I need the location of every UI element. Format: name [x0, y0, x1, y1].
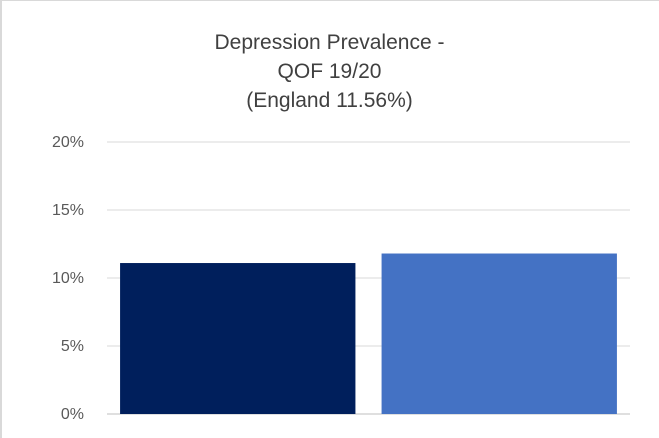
chart-title: Depression Prevalence - QOF 19/20 (Engla…: [0, 28, 659, 115]
bar-2: [381, 253, 617, 414]
y-axis-tick-labels: 0% 5% 10% 15% 20%: [52, 134, 84, 423]
y-tick-label: 0%: [61, 406, 84, 423]
y-tick-label: 5%: [61, 338, 84, 355]
chart-title-line-1: Depression Prevalence -: [214, 31, 445, 54]
y-tick-label: 20%: [52, 134, 84, 151]
bar-1: [120, 263, 356, 414]
chart-title-line-3: (England 11.56%): [246, 89, 413, 112]
chart-title-line-2: QOF 19/20: [277, 60, 382, 83]
bars: [120, 253, 617, 414]
y-tick-label: 15%: [52, 202, 84, 219]
y-tick-label: 10%: [52, 270, 84, 287]
